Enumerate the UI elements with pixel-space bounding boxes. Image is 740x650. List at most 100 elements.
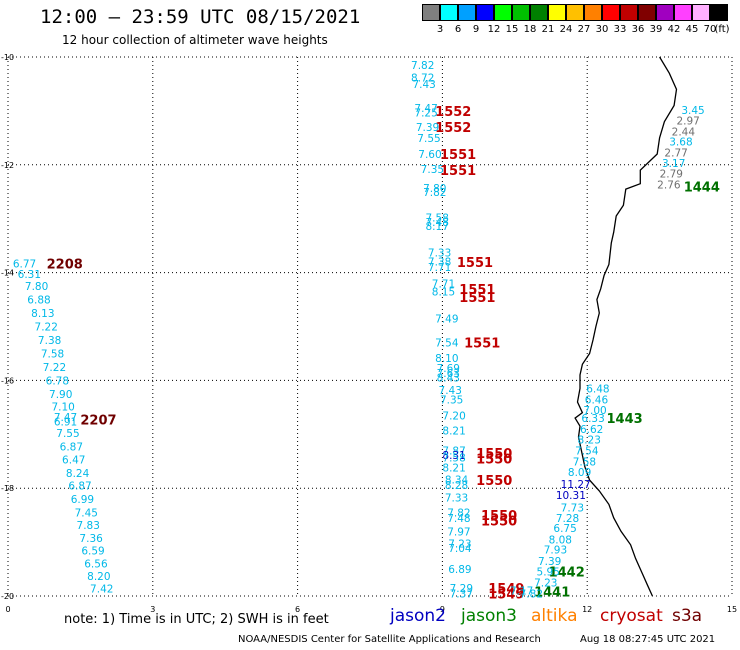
wave-height-value: 7.35 <box>421 164 444 176</box>
legend-label: 33 <box>613 24 627 35</box>
legend-label: 12 <box>487 24 501 35</box>
track-time-label: 1551 <box>464 337 500 352</box>
wave-height-value: 7.04 <box>448 543 472 555</box>
wave-height-value: 7.33 <box>445 492 468 504</box>
wave-height-value: 6.47 <box>62 455 85 467</box>
wave-height-value: 7.47 <box>54 412 77 424</box>
wave-height-value: 7.63 <box>437 368 460 380</box>
satellite-altika: altika <box>531 606 578 626</box>
wave-height-value: 7.35 <box>440 394 463 406</box>
wave-height-value: 7.17 <box>510 586 533 598</box>
wave-height-value: 8.17 <box>426 221 449 233</box>
y-tick-label: -18 <box>1 484 14 493</box>
legend-swatch <box>458 4 476 21</box>
wave-height-value: 7.55 <box>417 133 440 145</box>
wave-height-value: 7.22 <box>35 322 58 334</box>
wave-height-value: 7.87 <box>442 445 465 457</box>
track-time-labels: 2208220715521552155115511551155115511551… <box>47 105 720 602</box>
y-tick-label: -20 <box>1 592 14 601</box>
wave-height-value: 8.21 <box>442 463 465 475</box>
wave-height-value: 8.24 <box>66 468 90 480</box>
track-time-label: 1444 <box>684 180 720 195</box>
legend-swatch <box>674 4 692 21</box>
wave-height-value: 6.99 <box>71 494 94 506</box>
wave-height-value: 8.10 <box>435 353 458 365</box>
x-tick-label: 9 <box>440 605 445 614</box>
legend-swatch <box>584 4 602 21</box>
legend-label: 42 <box>667 24 681 35</box>
wave-height-value: 7.80 <box>423 183 446 195</box>
wave-height-value: 6.56 <box>84 559 108 571</box>
wave-height-value: 7.43 <box>412 79 435 91</box>
track-time-label: 2207 <box>80 414 116 429</box>
wave-height-value: 7.39 <box>416 122 439 134</box>
wave-height-value: 7.58 <box>426 213 449 225</box>
wave-height-value: 7.23 <box>534 578 557 590</box>
wave-height-value: 6.33 <box>581 413 604 425</box>
wave-height-value: 7.58 <box>573 456 596 468</box>
wave-height-value: 3.17 <box>662 158 685 170</box>
track-time-label: 1552 <box>435 105 471 120</box>
legend-swatch <box>440 4 458 21</box>
track-time-label: 1551 <box>440 164 476 179</box>
wave-height-value: 7.47 <box>414 103 437 115</box>
legend-label: 3 <box>436 24 444 35</box>
wave-height-value: 7.48 <box>426 217 449 229</box>
wave-height-value: 6.46 <box>585 394 609 406</box>
y-tick-label: -14 <box>1 269 14 278</box>
wave-height-value: 8.28 <box>445 480 468 492</box>
wave-height-value: 7.39 <box>538 556 561 568</box>
color-legend: 3 6 9 12 15 18 21 24 27 30 33 36 39 42 45 70 (ft) <box>422 4 730 38</box>
legend-label: 15 <box>505 24 519 35</box>
wave-height-value: 7.82 <box>447 507 470 519</box>
wave-height-value: 7.00 <box>583 405 606 417</box>
legend-swatch <box>692 4 710 21</box>
legend-swatch <box>602 4 620 21</box>
wave-height-value: 5.95 <box>537 567 560 579</box>
satellite-jason2: jason2 <box>390 606 446 626</box>
wave-height-value: 7.25 <box>414 108 437 120</box>
wave-height-value: 2.77 <box>664 147 687 159</box>
wave-height-value: 7.38 <box>428 256 451 268</box>
track-time-label: 1551 <box>457 256 493 271</box>
wave-height-value: 7.36 <box>79 533 103 545</box>
wave-height-value: 3.68 <box>669 137 692 149</box>
x-tick-label: 12 <box>582 605 592 614</box>
satellite-s3a: s3a <box>672 606 703 626</box>
wave-height-value: 10.31 <box>556 490 586 502</box>
wave-height-value: 7.42 <box>90 583 113 595</box>
map-title: 12:00 – 23:59 UTC 08/15/2021 <box>40 6 361 28</box>
wave-height-value: 7.71 <box>432 278 455 290</box>
wave-height-value: 7.33 <box>428 248 451 260</box>
wave-height-value: 7.82 <box>411 60 434 72</box>
track-time-label: 1549 <box>488 582 524 597</box>
wave-height-value: 6.87 <box>68 481 91 493</box>
wave-height-value: 8.72 <box>411 72 434 84</box>
track-time-label: 1443 <box>607 412 643 427</box>
wave-height-value: 7.60 <box>418 149 441 161</box>
wave-height-value: 7.83 <box>77 520 100 532</box>
legend-unit: (ft) <box>714 24 730 35</box>
legend-label: 9 <box>472 24 480 35</box>
wave-height-value: 6.89 <box>448 564 471 576</box>
legend-label: 6 <box>454 24 462 35</box>
wave-height-value: 2.76 <box>657 180 681 192</box>
legend-swatch <box>530 4 548 21</box>
legend-swatch <box>620 4 638 21</box>
wave-height-value: 7.55 <box>56 428 79 440</box>
wave-height-value: 7.97 <box>447 526 470 538</box>
wave-height-value: 7.20 <box>442 410 465 422</box>
wave-height-value: 8.31 <box>442 450 465 462</box>
wave-height-value: 7.73 <box>561 503 584 515</box>
timestamp: Aug 18 08:27:45 UTC 2021 <box>580 634 716 645</box>
wave-height-value: 8.34 <box>445 475 469 487</box>
track-time-label: 1551 <box>440 148 476 163</box>
wave-height-labels: 6.776.317.806.888.137.227.387.587.226.78… <box>13 60 705 600</box>
legend-swatch <box>476 4 494 21</box>
wave-height-value: 7.23 <box>448 539 471 551</box>
map-subtitle: 12 hour collection of altimeter wave hei… <box>62 33 328 47</box>
wave-height-value: 7.48 <box>447 513 470 525</box>
wave-height-value: 3.45 <box>681 105 704 117</box>
track-time-label: 1551 <box>459 291 495 306</box>
